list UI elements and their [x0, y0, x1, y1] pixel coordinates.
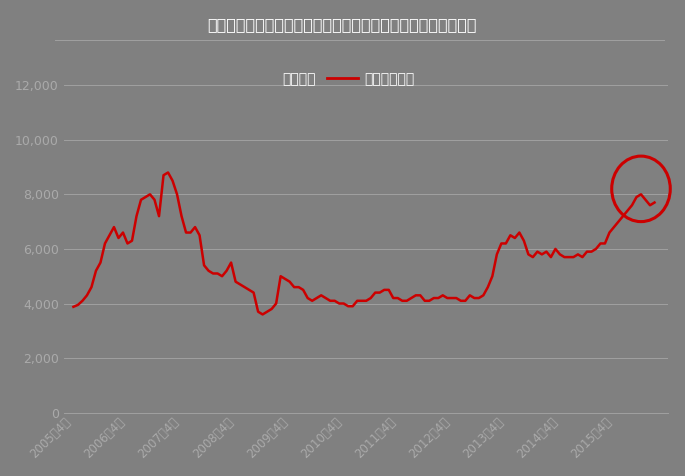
- Text: 図表１：日東電工と信越化学工業の株価渏移（月末株価、円）: 図表１：日東電工と信越化学工業の株価渏移（月末株価、円）: [208, 17, 477, 32]
- Legend: 日東電工, 信越化学工業: 日東電工, 信越化学工業: [245, 72, 415, 86]
